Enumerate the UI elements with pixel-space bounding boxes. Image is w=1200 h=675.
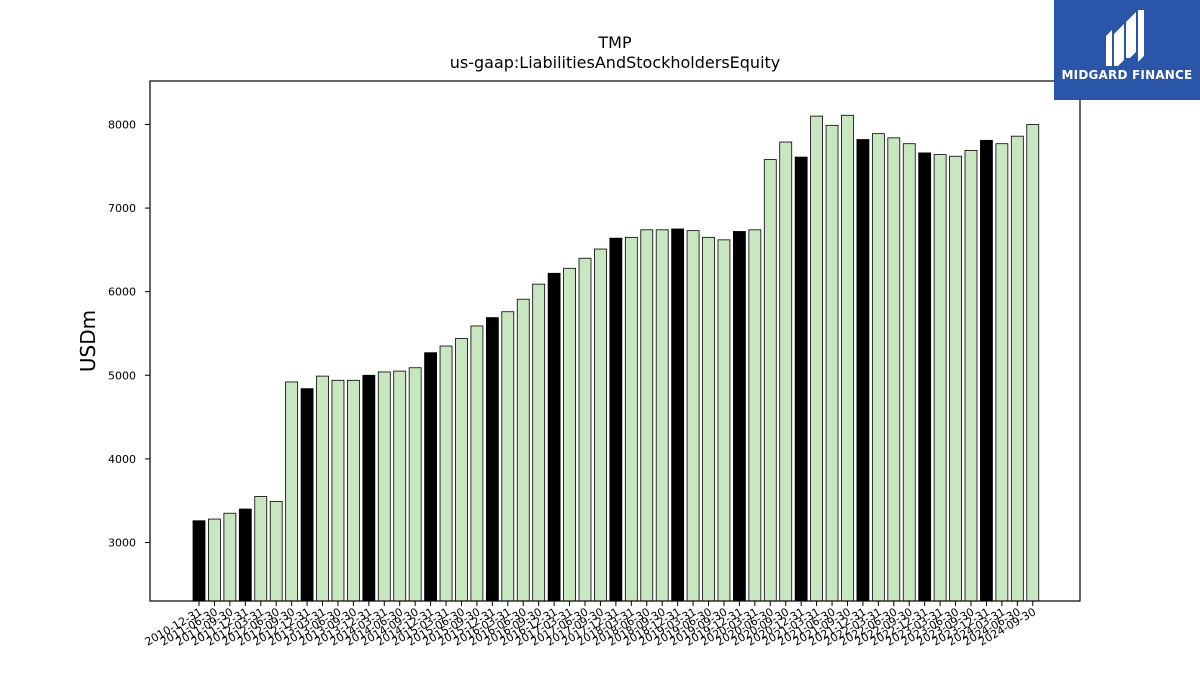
y-axis-label: USDm	[76, 310, 100, 372]
bar-2015-03-31	[439, 345, 453, 602]
bar-2020-09-30	[779, 141, 793, 602]
bar-2024-06-30	[1010, 135, 1024, 602]
bar-2024-09-30	[1026, 124, 1040, 602]
bar-2022-09-30	[902, 143, 916, 602]
bar-2011-06-30	[208, 518, 221, 602]
bar-2012-12-31	[300, 388, 314, 602]
bar-2021-03-31	[810, 115, 823, 602]
bar-2015-09-30	[470, 325, 484, 602]
bar-2017-03-31	[563, 267, 576, 602]
midgard-logo-icon	[1106, 10, 1144, 66]
bar-2019-03-31	[686, 230, 700, 602]
bar-2014-12-31	[424, 352, 438, 602]
bar-2016-09-30	[532, 283, 546, 602]
bar-2018-09-30	[655, 229, 669, 602]
bar-2019-06-30	[702, 236, 715, 602]
y-tick-label: 6000	[108, 286, 136, 299]
chart-subtitle: us-gaap:LiabilitiesAndStockholdersEquity	[450, 53, 781, 72]
bar-2010-12-31	[192, 520, 206, 602]
bar-2023-09-30	[964, 149, 978, 602]
y-ticks-group: 3000 4000 5000 6000 7000 8000	[108, 118, 150, 549]
bar-2021-09-30	[841, 114, 854, 602]
bar-2018-03-31	[624, 236, 638, 602]
bar-2012-03-31	[254, 496, 268, 602]
bar-2015-12-31	[485, 317, 499, 602]
bar-2018-12-31	[671, 228, 685, 602]
y-tick-label: 4000	[108, 453, 136, 466]
bar-2020-12-31	[794, 156, 808, 602]
bar-2020-03-31	[748, 229, 762, 602]
y-tick-label: 5000	[108, 369, 136, 382]
brand-logo: MIDGARD FINANCE	[1054, 0, 1200, 100]
brand-logo-text: MIDGARD FINANCE	[1061, 68, 1193, 82]
bar-2022-12-31	[918, 152, 932, 602]
bar-2022-03-31	[871, 133, 885, 602]
bar-2017-06-30	[578, 257, 592, 602]
bar-2023-06-30	[949, 155, 962, 602]
chart-title: TMP	[597, 33, 632, 52]
bar-2014-09-30	[408, 367, 422, 602]
bar-2020-06-30	[763, 159, 777, 602]
x-ticks-group: 2010-12-312011-06-302011-09-302011-12-31…	[143, 601, 1038, 649]
bar-2023-03-31	[933, 154, 947, 602]
bar-2011-09-30	[223, 512, 237, 602]
bar-2021-12-31	[856, 139, 870, 602]
bar-2016-06-30	[516, 298, 530, 602]
y-tick-label: 8000	[108, 118, 136, 131]
bar-2021-06-30	[825, 124, 839, 602]
bar-2015-06-30	[455, 338, 468, 602]
bar-2017-12-31	[609, 237, 623, 602]
bar-2023-12-31	[980, 139, 993, 602]
plot-frame	[149, 80, 1081, 602]
bar-2014-06-30	[393, 370, 407, 602]
bar-2011-12-31	[238, 508, 252, 602]
bar-2019-12-31	[733, 231, 746, 602]
y-tick-label: 7000	[108, 202, 136, 215]
bar-2013-06-30	[331, 379, 345, 602]
bar-2012-09-30	[285, 381, 299, 602]
bar-2013-09-30	[346, 379, 360, 602]
bar-2014-03-31	[377, 371, 391, 602]
bar-2016-12-31	[547, 272, 561, 602]
bar-2024-03-31	[995, 143, 1009, 602]
bars-group	[192, 114, 1040, 602]
bar-2013-03-31	[316, 375, 329, 602]
bar-2012-06-30	[269, 501, 283, 602]
bar-2019-09-30	[717, 239, 731, 602]
bar-2022-06-30	[887, 137, 901, 602]
bar-2017-09-30	[594, 248, 607, 602]
y-tick-label: 3000	[108, 536, 136, 549]
bar-2013-12-31	[362, 374, 376, 602]
bar-2018-06-30	[640, 229, 654, 602]
bar-2016-03-31	[501, 311, 515, 602]
